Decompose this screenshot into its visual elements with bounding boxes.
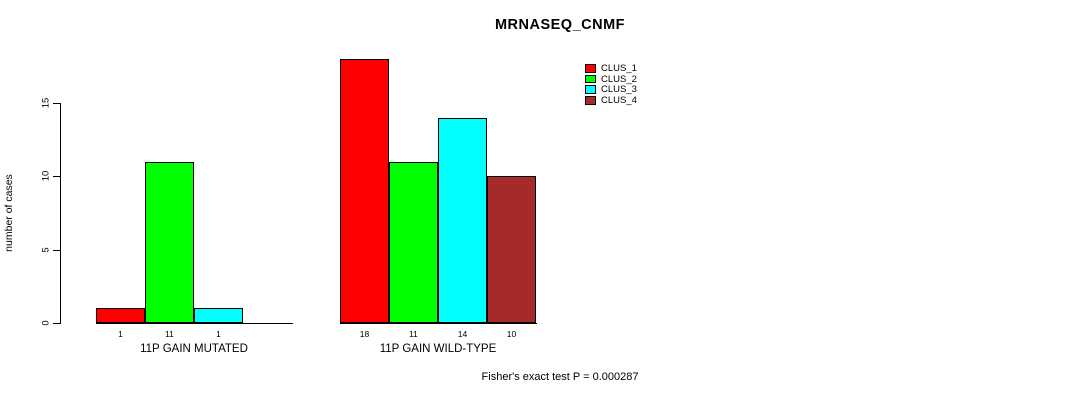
x-axis-baseline — [96, 323, 293, 324]
legend-swatch-clus_1 — [585, 64, 596, 73]
y-tick — [53, 176, 60, 178]
legend-row: CLUS_1 — [585, 63, 637, 74]
bar-clus_1 — [340, 59, 389, 323]
bar-value-label: 18 — [359, 329, 370, 339]
y-tick-label: 10 — [40, 171, 52, 182]
x-axis-baseline — [340, 323, 537, 324]
legend-swatch-clus_4 — [585, 96, 596, 105]
legend-label: CLUS_3 — [601, 84, 637, 96]
legend-row: CLUS_4 — [585, 95, 637, 106]
bar-value-label: 10 — [506, 329, 517, 339]
bar-value-label: 14 — [457, 329, 468, 339]
bar-clus_4 — [487, 176, 536, 323]
legend-row: CLUS_3 — [585, 84, 637, 95]
bar-value-label: 11 — [165, 329, 174, 339]
y-tick-label: 0 — [40, 320, 52, 326]
legend-label: CLUS_4 — [601, 94, 637, 106]
bar-clus_3 — [438, 118, 487, 323]
bar-clus_3 — [194, 308, 243, 323]
y-axis-title: number of cases — [3, 174, 15, 252]
legend-label: CLUS_2 — [601, 73, 637, 85]
y-tick-label: 15 — [40, 97, 52, 109]
x-group-label-wild-type: 11P GAIN WILD-TYPE — [379, 343, 497, 355]
bar-clus_2 — [389, 162, 438, 323]
x-group-label-mutated: 11P GAIN MUTATED — [140, 343, 248, 355]
y-axis-line — [60, 103, 61, 324]
bar-clus_1 — [96, 308, 145, 323]
y-tick — [53, 323, 60, 324]
bar-value-label: 1 — [216, 329, 221, 339]
legend-swatch-clus_3 — [585, 85, 596, 94]
legend-label: CLUS_1 — [601, 62, 637, 74]
bar-clus_2 — [145, 162, 194, 323]
bar-value-label: 11 — [409, 329, 418, 339]
fisher-test-footnote: Fisher's exact test P = 0.000287 — [481, 371, 639, 383]
chart-title: MRNASEQ_CNMF — [494, 17, 626, 33]
legend-row: CLUS_2 — [585, 74, 637, 85]
legend: CLUS_1 CLUS_2 CLUS_3 CLUS_4 — [585, 63, 637, 106]
y-tick — [53, 249, 60, 251]
y-tick-label: 5 — [40, 247, 52, 253]
legend-swatch-clus_2 — [585, 74, 596, 84]
y-tick — [53, 103, 60, 104]
bar-value-label: 1 — [118, 329, 123, 339]
